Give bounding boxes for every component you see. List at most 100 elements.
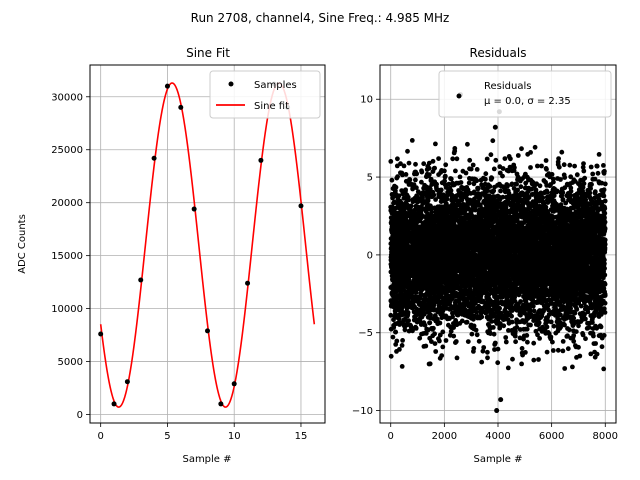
residual-point <box>502 156 508 162</box>
sine-fit-ytick-label: 15000 <box>51 251 83 262</box>
residual-point <box>388 159 394 164</box>
residual-point <box>396 193 402 199</box>
residual-point <box>495 360 501 366</box>
residual-point <box>458 180 464 185</box>
residual-point <box>500 173 505 179</box>
residual-point <box>519 361 524 367</box>
residual-point <box>398 161 403 167</box>
residual-point <box>417 335 423 341</box>
residual-point <box>390 334 396 340</box>
residual-point <box>469 331 475 337</box>
residual-point <box>423 331 429 336</box>
sine-fit-ytick-label: 10000 <box>51 304 83 315</box>
sine-fit-xtick-label: 10 <box>228 431 241 442</box>
residual-point <box>393 311 398 317</box>
residual-point <box>413 290 419 295</box>
residual-point <box>406 197 411 203</box>
residual-point <box>427 361 433 367</box>
residual-point <box>426 160 432 166</box>
residual-point <box>503 335 509 340</box>
residual-point <box>471 323 477 329</box>
residual-point <box>450 156 456 162</box>
residual-point <box>438 187 444 193</box>
sine-fit-grid <box>90 65 325 423</box>
sine-fit-ylabel: ADC Counts <box>17 214 28 274</box>
sample-point <box>231 381 237 387</box>
residual-point <box>497 305 502 311</box>
sample-point <box>258 157 264 163</box>
residual-point <box>474 178 480 184</box>
residual-point <box>421 311 427 317</box>
residual-point <box>426 165 432 171</box>
residual-point <box>431 192 437 198</box>
residual-point <box>443 338 449 343</box>
residual-point <box>409 138 415 143</box>
figure-suptitle: Run 2708, channel4, Sine Freq.: 4.985 MH… <box>191 11 450 25</box>
residual-point <box>514 181 519 187</box>
residual-point <box>509 313 514 319</box>
sine-fit-title: Sine Fit <box>186 46 230 60</box>
residual-point <box>413 326 419 331</box>
residual-point <box>493 157 499 163</box>
sample-point <box>138 277 144 283</box>
residual-point <box>440 344 446 350</box>
residual-point <box>483 171 489 177</box>
residual-point <box>519 146 524 152</box>
sample-point <box>178 104 184 110</box>
residual-point <box>395 156 400 162</box>
residual-point <box>492 340 498 346</box>
residual-point <box>481 345 487 350</box>
residual-point <box>400 172 405 178</box>
sample-point <box>164 83 170 89</box>
residual-point <box>429 339 434 344</box>
residual-point <box>399 364 405 369</box>
residual-point <box>467 157 473 163</box>
residual-point <box>432 331 437 337</box>
residual-point <box>422 322 428 328</box>
residual-point <box>448 188 454 194</box>
sample-point <box>151 155 157 161</box>
sine-fit-xlabel: Sample # <box>182 454 231 465</box>
residual-point <box>425 198 431 204</box>
residual-point <box>519 346 525 351</box>
residual-point <box>393 329 398 335</box>
residual-point <box>503 339 509 345</box>
residual-point <box>501 323 507 329</box>
residuals-title: Residuals <box>470 46 527 60</box>
residual-point <box>389 177 395 183</box>
sine-fit-data <box>98 81 316 408</box>
residual-point <box>479 314 485 320</box>
residual-point <box>489 175 495 181</box>
residual-point <box>419 169 425 175</box>
residual-point <box>465 141 470 147</box>
residual-point <box>442 173 448 179</box>
residual-point <box>419 179 424 185</box>
residual-point <box>498 188 503 194</box>
residual-point <box>432 165 437 171</box>
legend-samples-marker <box>228 81 234 87</box>
residual-point <box>443 162 449 168</box>
residual-point <box>413 161 418 167</box>
residual-point <box>466 180 472 186</box>
residual-point <box>394 338 400 344</box>
residual-point <box>418 293 424 298</box>
residual-point <box>512 333 518 339</box>
residual-point <box>490 325 496 330</box>
sine-fit-ytick-label: 20000 <box>51 198 83 209</box>
residual-point <box>488 152 494 158</box>
residual-point <box>510 356 515 362</box>
residual-point <box>508 156 513 162</box>
residual-point <box>512 165 517 171</box>
residual-point <box>402 327 408 333</box>
residual-point <box>401 163 407 169</box>
residual-point <box>509 319 515 325</box>
residual-point <box>430 158 436 164</box>
residual-point <box>453 168 458 174</box>
residual-point <box>476 338 482 344</box>
residual-point <box>453 339 459 344</box>
residual-point <box>518 184 524 190</box>
residual-point <box>428 312 433 318</box>
residual-point <box>483 176 488 182</box>
sine-fit-curve <box>99 82 316 408</box>
residual-point <box>465 339 471 344</box>
